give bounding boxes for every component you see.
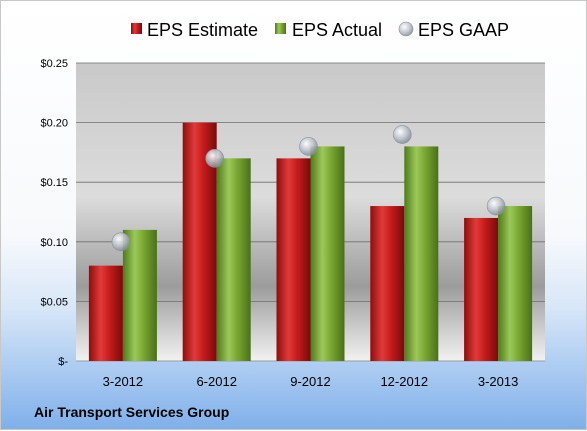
- actual-bar: [216, 158, 251, 361]
- x-tick-label: 3-2012: [103, 374, 143, 389]
- y-tick-label: $0.20: [40, 118, 68, 130]
- actual-bar: [310, 146, 345, 361]
- actual-bar: [122, 229, 157, 361]
- y-tick-label: $0.05: [40, 296, 68, 308]
- legend: EPS Estimate EPS Actual EPS GAAP: [131, 20, 509, 40]
- estimate-bar: [276, 158, 311, 361]
- actual-bar: [498, 206, 533, 361]
- y-tick-label: $0.15: [40, 177, 68, 189]
- legend-swatch-gaap: [398, 21, 414, 37]
- actual-bar: [404, 146, 439, 361]
- legend-label-gaap: EPS GAAP: [418, 20, 509, 40]
- legend-swatch-actual: [275, 23, 286, 34]
- legend-label-actual: EPS Actual: [292, 20, 382, 40]
- gaap-marker: [205, 149, 224, 168]
- x-tick-label: 9-2012: [290, 374, 330, 389]
- y-tick-label: $0.25: [40, 58, 68, 70]
- gaap-markers: [111, 125, 506, 252]
- x-axis-ticks: 3-2012 6-2012 9-2012 12-2012 3-2013: [103, 374, 519, 389]
- gaap-marker: [392, 125, 412, 144]
- x-tick-label: 6-2012: [196, 374, 236, 389]
- legend-label-estimate: EPS Estimate: [147, 20, 258, 40]
- gaap-marker: [299, 137, 318, 156]
- company-name: Air Transport Services Group: [34, 404, 229, 420]
- y-axis-ticks: $- $0.05 $0.10 $0.15 $0.20 $0.25: [40, 58, 68, 368]
- gaap-marker: [486, 196, 506, 216]
- estimate-bar: [88, 265, 123, 361]
- y-tick-label: $-: [58, 356, 68, 368]
- legend-swatch-estimate: [131, 23, 142, 34]
- bars: [88, 122, 533, 361]
- y-tick-label: $0.10: [40, 237, 68, 249]
- estimate-bar: [370, 206, 405, 361]
- x-tick-label: 12-2012: [380, 374, 428, 389]
- x-tick-label: 3-2013: [478, 374, 518, 389]
- estimate-bar: [464, 217, 499, 361]
- gaap-marker: [111, 232, 131, 252]
